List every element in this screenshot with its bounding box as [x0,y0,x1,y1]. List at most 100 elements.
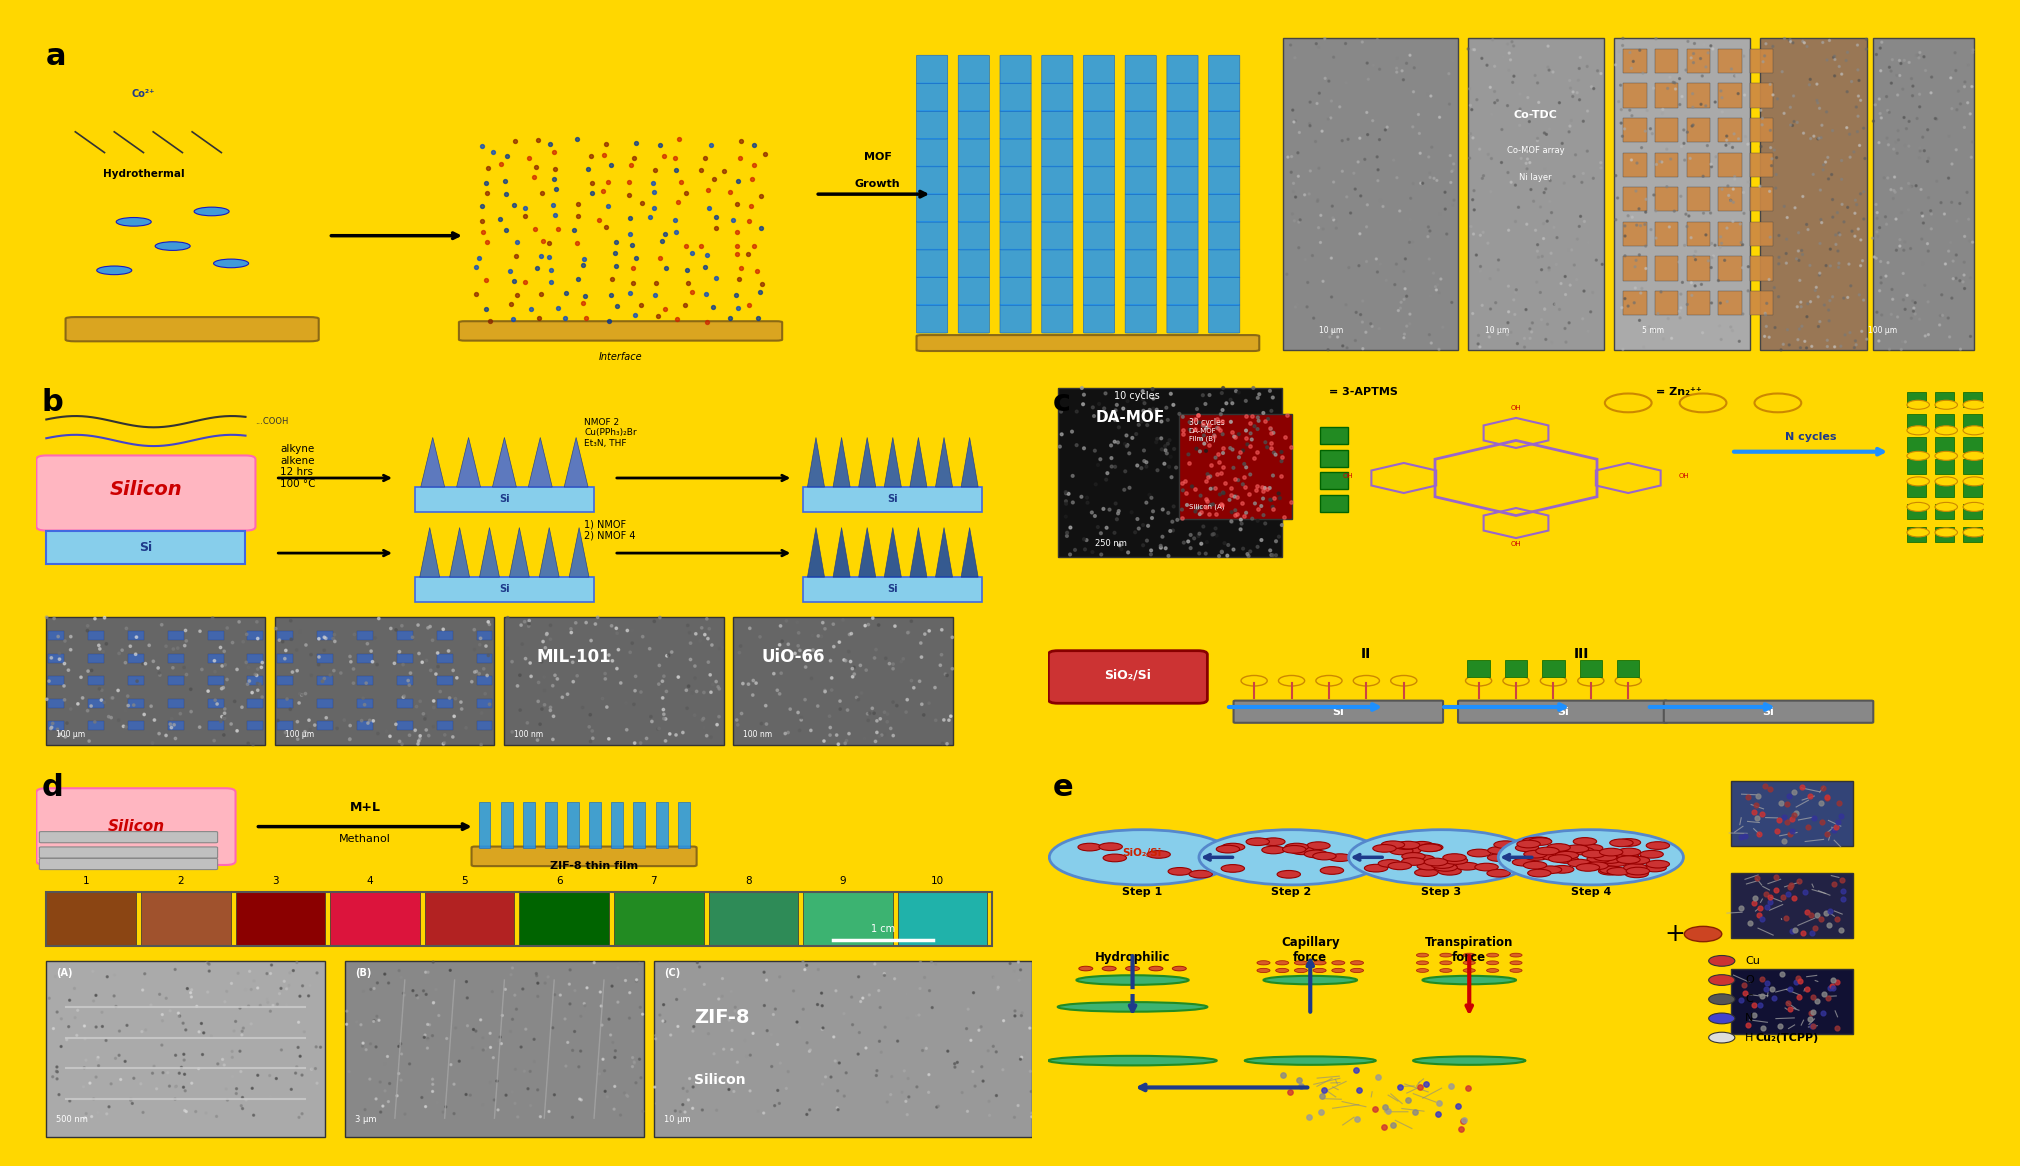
Ellipse shape [1149,967,1164,971]
Point [935,707,968,725]
Point [1127,536,1159,555]
Point [501,233,533,252]
Bar [1654,292,1679,315]
Point [1184,486,1216,505]
Point [1141,461,1174,479]
Ellipse shape [117,218,152,226]
Point [75,1074,107,1093]
Circle shape [1709,1013,1735,1024]
Bar [1907,459,1925,475]
Point [1194,436,1226,455]
Point [454,1086,487,1104]
Point [1464,338,1497,357]
Point [275,630,307,648]
Point [226,1021,259,1040]
Point [277,662,309,681]
Point [515,667,547,686]
Point [638,198,671,217]
Point [1458,201,1491,219]
Polygon shape [420,527,440,577]
Point [246,653,279,672]
Point [1414,168,1446,187]
Point [1715,191,1747,210]
Point [1242,538,1275,556]
Point [309,669,341,688]
Point [1814,240,1846,259]
Point [618,1054,650,1073]
Point [384,1034,416,1053]
Point [683,957,715,976]
Point [347,695,380,714]
Point [576,184,608,203]
Circle shape [1935,528,1957,536]
Point [1770,244,1802,262]
Point [1755,156,1788,175]
Point [824,700,856,718]
Ellipse shape [1420,844,1442,851]
Point [1222,471,1254,490]
Point [648,667,681,686]
Point [1705,82,1737,100]
Point [1549,286,1582,304]
Point [281,640,313,659]
Point [471,637,503,655]
Point [364,1073,396,1091]
Point [808,681,840,700]
Point [1725,899,1757,918]
Point [1491,35,1523,54]
Point [1563,91,1596,110]
Point [396,628,428,647]
Point [85,681,117,700]
Point [741,309,774,328]
Point [1802,288,1834,307]
Text: (C): (C) [665,968,681,978]
Point [1814,31,1846,50]
Point [877,726,909,745]
Point [1364,191,1396,210]
Point [1792,37,1824,56]
Point [998,1108,1030,1126]
Point [537,169,570,188]
Point [271,690,303,709]
Point [683,661,715,680]
Point [1454,96,1487,114]
Point [216,1048,248,1067]
Text: = Zn₂⁺⁺: = Zn₂⁺⁺ [1656,387,1703,398]
Point [586,182,618,201]
Point [1772,885,1804,904]
Point [1739,795,1772,814]
Point [170,632,202,651]
Point [721,298,753,317]
Ellipse shape [1574,837,1596,845]
Point [333,1062,366,1081]
Point [1042,399,1075,417]
Point [495,965,527,984]
Point [1608,226,1640,245]
Point [539,985,572,1004]
Bar [1687,49,1711,73]
Point [614,642,646,661]
Point [137,711,170,730]
Point [1905,230,1937,248]
Point [271,996,303,1014]
Bar [208,654,224,662]
Point [404,691,436,710]
Point [1206,543,1238,562]
Ellipse shape [1509,961,1523,964]
Circle shape [1464,675,1491,686]
Point [1782,969,1814,988]
Point [109,653,141,672]
Point [1889,136,1921,155]
Point [1715,191,1747,210]
Point [1737,802,1770,821]
Point [1784,293,1816,311]
Point [1881,66,1913,85]
Point [1727,204,1759,223]
Bar [1283,38,1458,350]
Point [604,1105,636,1124]
Point [89,609,121,627]
Point [216,633,248,652]
Point [216,974,248,992]
Point [303,655,335,674]
Point [1806,115,1838,134]
